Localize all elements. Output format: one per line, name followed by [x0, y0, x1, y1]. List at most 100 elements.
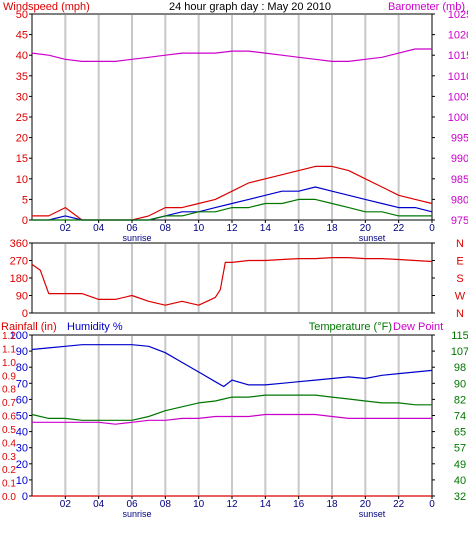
- x-tick-label: 0: [429, 499, 435, 510]
- barometer-axis-title: Barometer (mb): [388, 1, 465, 13]
- humidity-tick-label: 80: [16, 362, 28, 374]
- barometer-tick-label: 1010: [448, 71, 468, 83]
- windspeed-tick-label: 40: [16, 50, 28, 62]
- x-tick-label: 22: [393, 499, 405, 510]
- x-tick-label: 02: [60, 223, 72, 234]
- windspeed-tick-label: 25: [16, 112, 28, 124]
- x-tick-label: 0: [429, 223, 435, 234]
- rainfall-tick-label: 1.1: [2, 344, 16, 355]
- x-tick-label: 20: [360, 499, 372, 510]
- barometer-tick-label: 975: [451, 215, 468, 227]
- sunset-label: sunset: [359, 509, 386, 519]
- temperature-tick-label: 65: [454, 427, 466, 439]
- compass-label: E: [456, 256, 463, 268]
- temperature-tick-label: 115: [451, 330, 468, 342]
- windspeed-tick-label: 50: [16, 9, 28, 21]
- rainfall-tick-label: 0.1: [2, 479, 16, 490]
- x-tick-label: 08: [160, 223, 172, 234]
- dewpoint-axis-title: Dew Point: [393, 321, 443, 333]
- rainfall-tick-label: 0.2: [2, 465, 16, 476]
- humidity-tick-label: 90: [16, 346, 28, 358]
- humidity-tick-label: 30: [16, 443, 28, 455]
- bottom-series-blue-line: [31, 344, 433, 388]
- bottom-series-green-line: [31, 394, 432, 421]
- barometer-tick-label: 1005: [448, 91, 468, 103]
- humidity-tick-label: 20: [16, 459, 28, 471]
- x-tick-label: 08: [160, 499, 172, 510]
- humidity-tick-label: 100: [10, 330, 28, 342]
- rainfall-tick-label: 0.8: [2, 385, 16, 396]
- humidity-tick-label: 70: [16, 378, 28, 390]
- direction-degree-label: 360: [10, 238, 28, 250]
- compass-label: S: [456, 273, 463, 285]
- humidity-tick-label: 10: [16, 475, 28, 487]
- temperature-tick-label: 74: [454, 411, 466, 423]
- bottom-series-magenta-line: [32, 413, 432, 425]
- temperature-tick-label: 40: [454, 475, 466, 487]
- temperature-tick-label: 98: [454, 362, 466, 374]
- temperature-tick-label: 90: [454, 378, 466, 390]
- temperature-tick-label: 82: [454, 394, 466, 406]
- windspeed-tick-label: 15: [16, 153, 28, 165]
- x-tick-label: 06: [126, 223, 138, 234]
- rainfall-tick-label: 0.4: [2, 438, 16, 449]
- compass-label: N: [456, 308, 464, 320]
- x-tick-label: 02: [60, 499, 72, 510]
- rainfall-axis-title: Rainfall (in): [1, 321, 57, 333]
- rainfall-tick-label: 0.7: [2, 398, 16, 409]
- barometer-tick-label: 995: [451, 133, 468, 145]
- humidity-tick-label: 50: [16, 411, 28, 423]
- windspeed-axis-title: Windspeed (mph): [3, 1, 90, 13]
- windspeed-tick-label: 35: [16, 71, 28, 83]
- x-tick-label: 12: [226, 499, 238, 510]
- x-tick-label: 04: [93, 499, 105, 510]
- compass-label: N: [456, 238, 464, 250]
- temperature-tick-label: 107: [451, 346, 468, 358]
- barometer-tick-label: 985: [451, 174, 468, 186]
- x-tick-label: 06: [126, 499, 138, 510]
- sunset-label: sunset: [359, 233, 386, 243]
- rainfall-tick-label: 0.9: [2, 371, 16, 382]
- rainfall-tick-label: 1.0: [2, 358, 16, 369]
- grid-layer: [31, 13, 433, 497]
- humidity-tick-label: 40: [16, 427, 28, 439]
- top-series-magenta-line: [31, 48, 432, 63]
- rainfall-tick-label: 0.6: [2, 412, 16, 423]
- x-tick-label: 12: [226, 223, 238, 234]
- sunrise-label: sunrise: [122, 509, 151, 519]
- x-tick-label: 18: [326, 223, 338, 234]
- direction-degree-label: 180: [10, 273, 28, 285]
- sunrise-label: sunrise: [122, 233, 151, 243]
- direction-degree-label: 90: [16, 291, 28, 303]
- windspeed-tick-label: 45: [16, 30, 28, 42]
- barometer-tick-label: 990: [451, 153, 468, 165]
- x-tick-label: 14: [260, 223, 272, 234]
- wind-direction-line: [31, 257, 433, 306]
- temperature-axis-title: Temperature (°F): [309, 321, 392, 333]
- x-tick-label: 10: [193, 223, 205, 234]
- rainfall-tick-label: 0.0: [2, 492, 16, 503]
- compass-label: W: [455, 291, 466, 303]
- barometer-tick-label: 1025: [448, 9, 468, 21]
- x-tick-label: 20: [360, 223, 372, 234]
- temperature-tick-label: 32: [454, 491, 466, 503]
- humidity-tick-label: 60: [16, 394, 28, 406]
- windspeed-tick-label: 10: [16, 174, 28, 186]
- humidity-tick-label: 0: [22, 491, 28, 503]
- humidity-axis-title: Humidity %: [67, 321, 123, 333]
- barometer-tick-label: 980: [451, 194, 468, 206]
- x-tick-label: 14: [260, 499, 272, 510]
- x-tick-label: 18: [326, 499, 338, 510]
- x-tick-label: 10: [193, 499, 205, 510]
- graph-title: 24 hour graph day : May 20 2010: [169, 1, 331, 13]
- x-tick-label: 04: [93, 223, 105, 234]
- x-tick-label: 16: [293, 499, 305, 510]
- windspeed-tick-label: 0: [22, 215, 28, 227]
- rainfall-tick-label: 0.5: [2, 425, 16, 436]
- temperature-tick-label: 49: [454, 459, 466, 471]
- x-tick-label: 16: [293, 223, 305, 234]
